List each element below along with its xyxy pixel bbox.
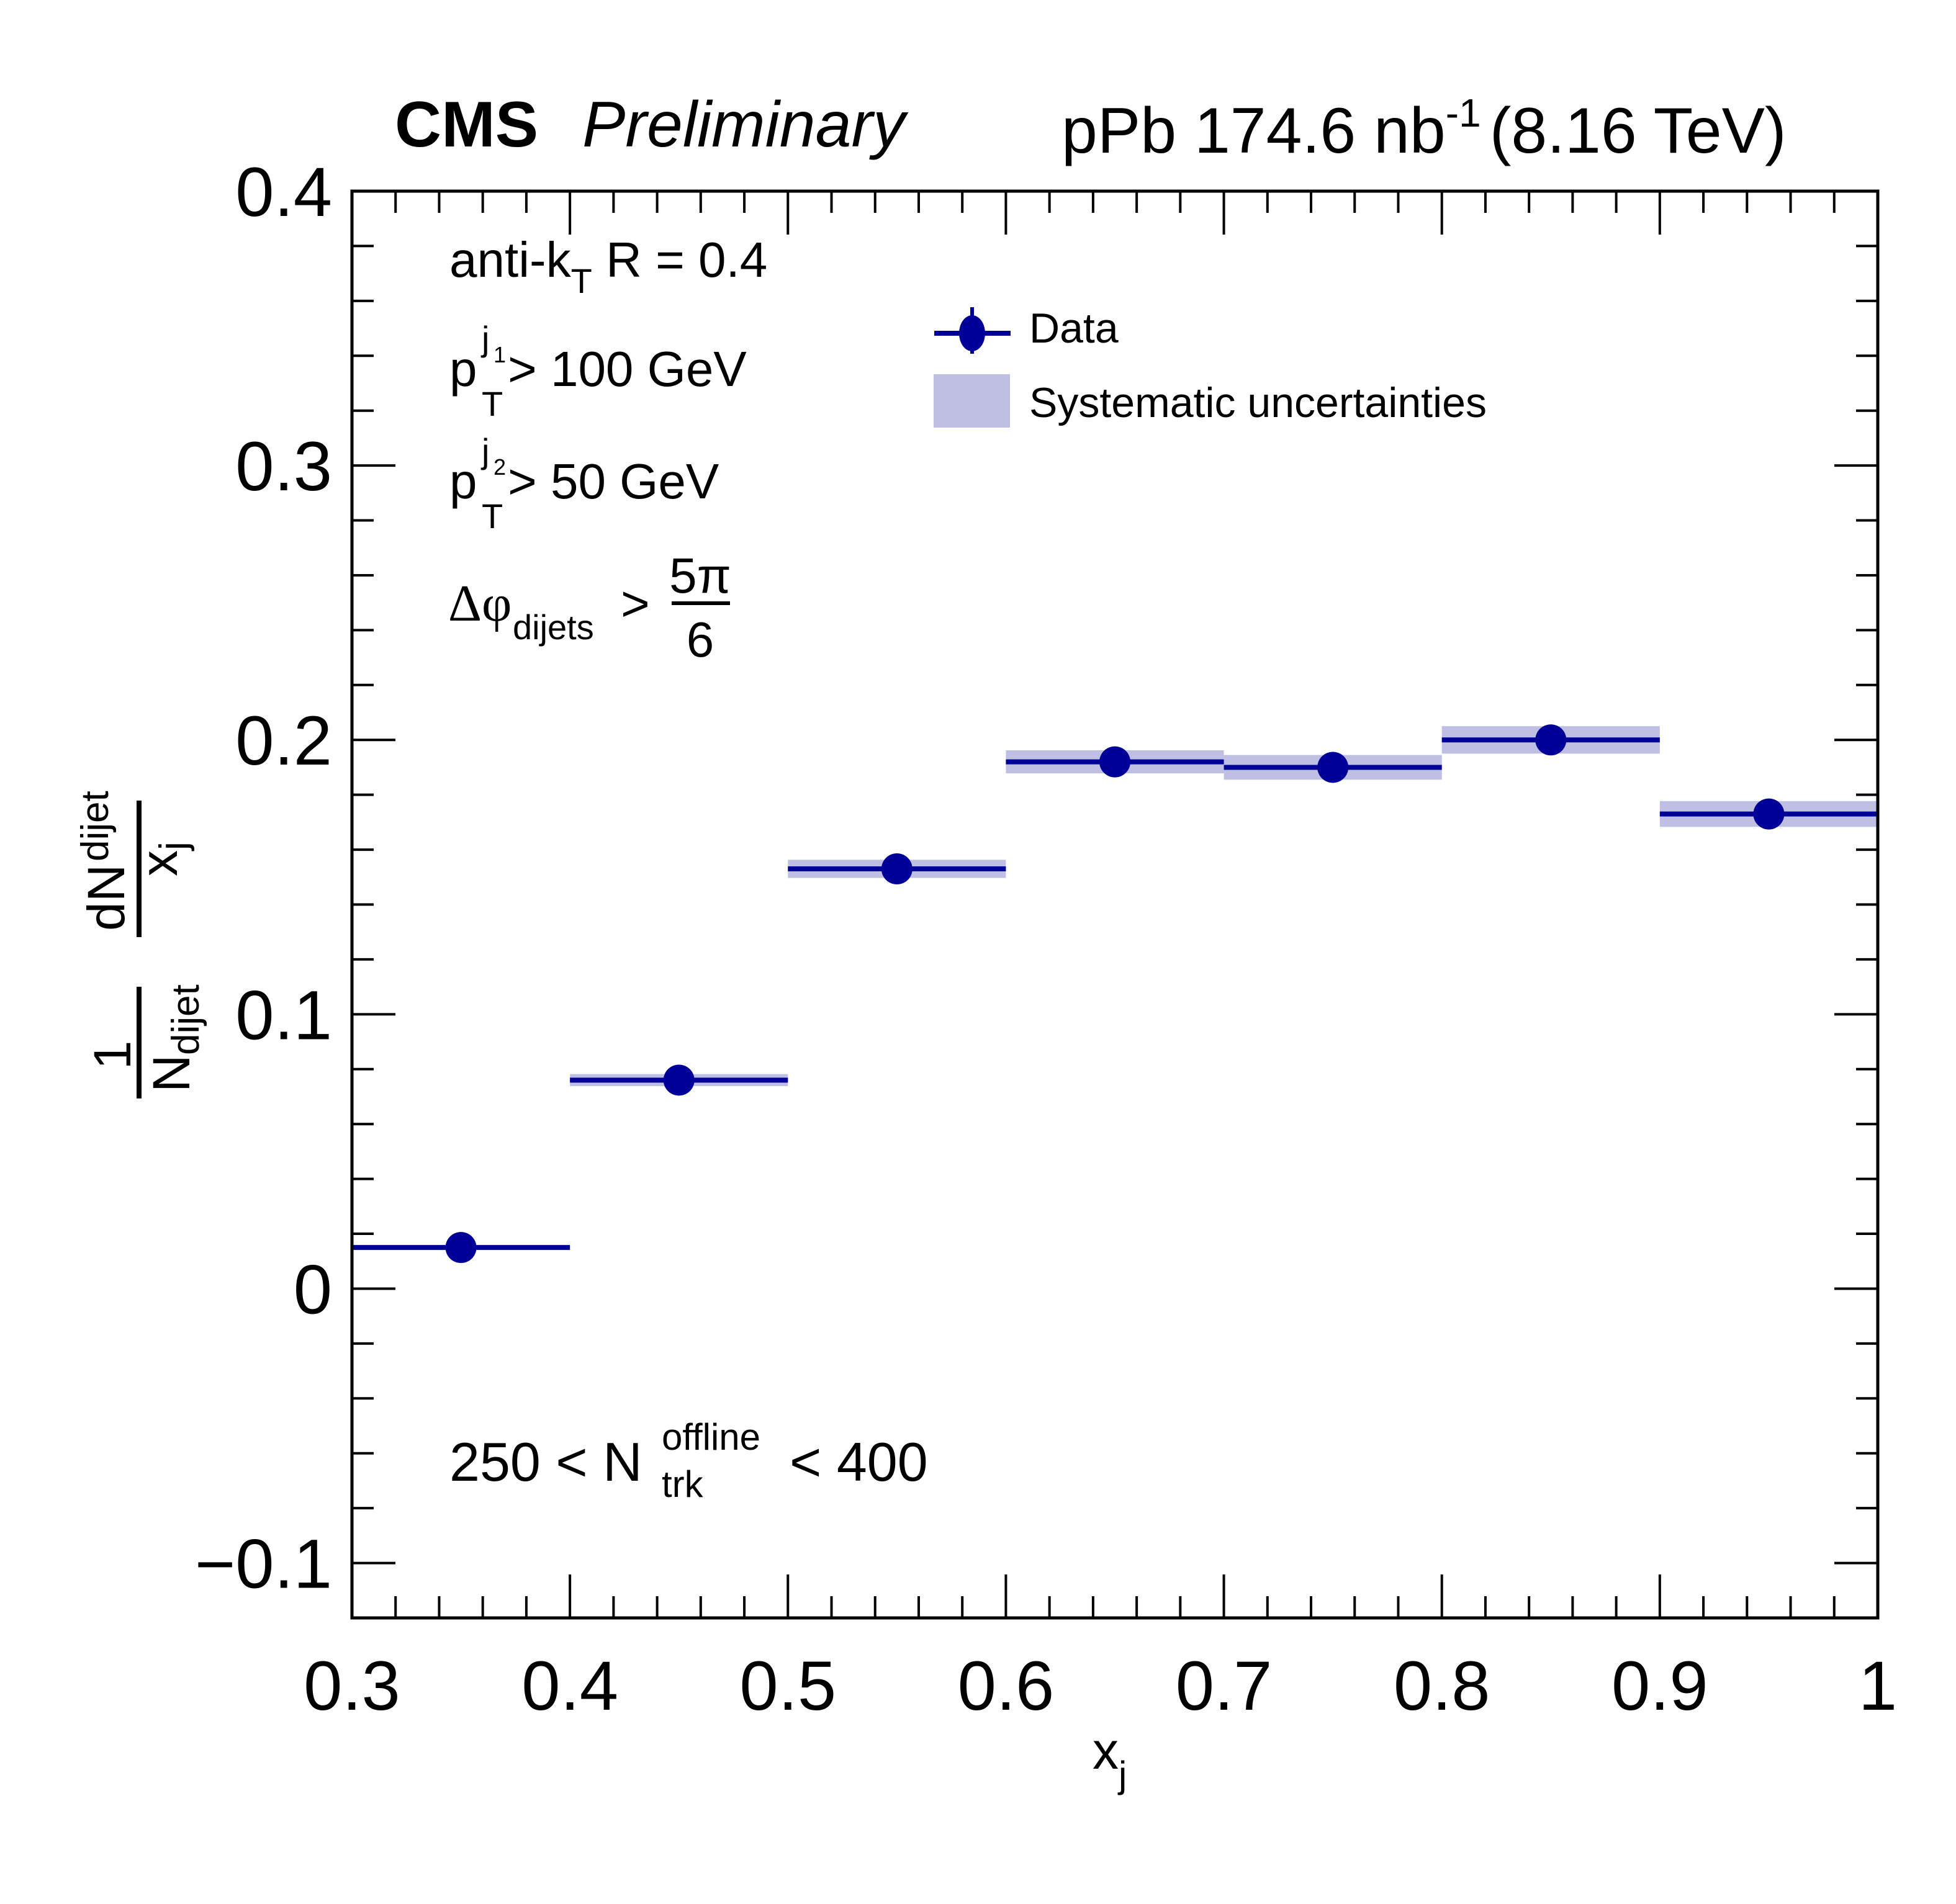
- annotation-multiplicity: 250 < N offline trk < 400: [449, 1416, 928, 1505]
- x-tick-label: 0.3: [304, 1647, 400, 1725]
- data-point: [663, 1064, 695, 1096]
- x-tick-label: 0.8: [1394, 1647, 1490, 1725]
- annotation-dphi: Δφ dijets > 5π 6: [448, 548, 731, 667]
- y-tick-labels: −0.1 0 0.1 0.2 0.3 0.4: [195, 153, 332, 1603]
- legend-syst-swatch: [934, 374, 1010, 428]
- svg-text:dijet: dijet: [74, 791, 117, 861]
- x-tick-label: 0.5: [739, 1647, 836, 1725]
- x-tick-label: 0.9: [1611, 1647, 1708, 1725]
- y-tick-label: 0.2: [235, 702, 332, 779]
- data-series: [352, 724, 1878, 1264]
- lumi-exponent: -1: [1446, 91, 1481, 135]
- svg-text:xj: xj: [1093, 1722, 1127, 1795]
- svg-text:dN: dN: [77, 864, 135, 931]
- svg-text:N: N: [142, 1054, 201, 1092]
- lumi-prefix: pPb 174.6 nb: [1061, 95, 1446, 167]
- data-point: [1535, 724, 1567, 756]
- svg-text:j: j: [480, 431, 489, 470]
- data-point: [881, 853, 913, 885]
- data-point: [1099, 746, 1130, 778]
- data-point: [1317, 752, 1349, 783]
- svg-text:dijet: dijet: [165, 984, 207, 1055]
- y-tick-label: 0.4: [235, 153, 332, 231]
- svg-text:x: x: [130, 850, 188, 876]
- svg-text:p: p: [449, 454, 477, 509]
- svg-text:5π: 5π: [669, 548, 731, 603]
- y-axis-title: 1 N dijet dN dijet x j: [74, 791, 207, 1098]
- svg-text:2: 2: [494, 454, 506, 480]
- x-axis-title: xj: [1093, 1722, 1127, 1795]
- plot-frame: [350, 189, 1880, 1620]
- legend-data-marker: [934, 307, 1011, 354]
- svg-text:< 400: < 400: [790, 1431, 928, 1493]
- svg-text:> 100 GeV: > 100 GeV: [508, 341, 747, 397]
- x-tick-label: 0.4: [521, 1647, 618, 1725]
- annotation-pt2: p T j 2 > 50 GeV: [449, 431, 719, 536]
- x-tick-labels: 0.3 0.4 0.5 0.6 0.7 0.8 0.9 1: [304, 1647, 1897, 1725]
- svg-text:T: T: [482, 384, 503, 423]
- annotation-pt1: p T j 1 > 100 GeV: [449, 319, 747, 423]
- systematic-bands: [352, 726, 1878, 1249]
- svg-text:1: 1: [83, 1041, 142, 1070]
- y-tick-label: 0.3: [235, 428, 332, 505]
- legend-syst-label: Systematic uncertainties: [1029, 379, 1487, 426]
- legend-data-label: Data: [1029, 305, 1119, 352]
- svg-text:dijets: dijets: [513, 608, 594, 647]
- status-label: Preliminary: [582, 89, 909, 161]
- data-point: [1753, 798, 1785, 830]
- annotation-algo: anti-kT R = 0.4: [449, 232, 767, 300]
- svg-text:1: 1: [494, 342, 506, 367]
- svg-text:6: 6: [687, 612, 714, 667]
- energy-label: (8.16 TeV): [1490, 95, 1787, 167]
- lumi-label: pPb 174.6 nb-1 (8.16 TeV): [1061, 91, 1787, 167]
- svg-text:trk: trk: [662, 1463, 704, 1505]
- x-tick-label: 0.7: [1176, 1647, 1273, 1725]
- svg-text:250 < N: 250 < N: [449, 1431, 642, 1493]
- y-tick-label: −0.1: [195, 1525, 332, 1603]
- svg-text:Δφ: Δφ: [448, 575, 512, 632]
- y-tick-label: 0.1: [235, 976, 332, 1054]
- svg-text:T: T: [482, 496, 503, 536]
- experiment-label: CMS: [395, 89, 538, 161]
- y-tick-label: 0: [294, 1251, 332, 1328]
- svg-text:> 50 GeV: > 50 GeV: [508, 454, 719, 509]
- svg-text:j: j: [480, 319, 489, 358]
- x-tick-label: 1: [1859, 1647, 1897, 1725]
- svg-text:>: >: [621, 576, 650, 631]
- legend: Data Systematic uncertainties: [934, 305, 1487, 428]
- data-point: [445, 1232, 477, 1264]
- svg-text:offline: offline: [662, 1416, 760, 1458]
- svg-text:j: j: [152, 842, 195, 851]
- x-tick-label: 0.6: [958, 1647, 1055, 1725]
- svg-text:p: p: [449, 341, 477, 397]
